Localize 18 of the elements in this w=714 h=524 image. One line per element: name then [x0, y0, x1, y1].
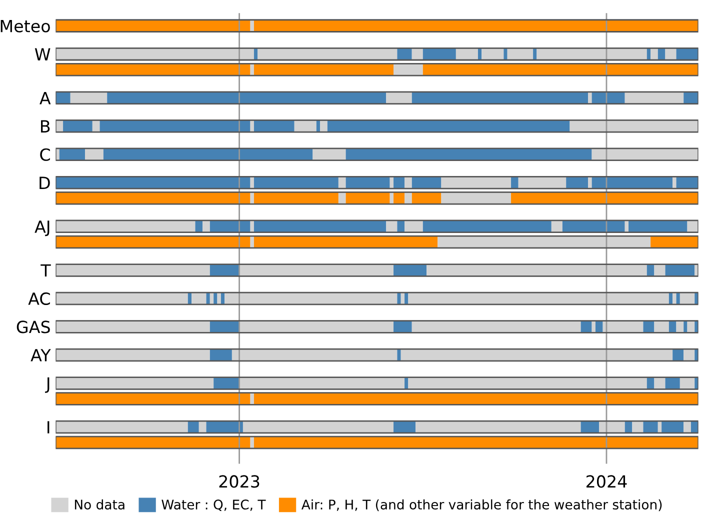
x-tick-label: 2023	[219, 475, 260, 488]
legend-label: Air: P, H, T (and other variable for the weather station)	[301, 499, 662, 512]
y-tick-label: W	[34, 48, 50, 60]
legend-label: No data	[74, 499, 124, 510]
y-tick-label: C	[40, 148, 50, 161]
y-tick-label: Meteo	[0, 20, 50, 32]
y-tick-label: D	[40, 176, 50, 189]
y-tick-label: T	[40, 264, 51, 277]
y-tick-label: AJ	[34, 220, 50, 236]
y-tick-label: GAS	[16, 320, 50, 334]
y-tick-label: A	[40, 92, 51, 104]
y-tick-label: AC	[28, 292, 50, 306]
y-tick-label: B	[41, 120, 50, 132]
y-tick-label: J	[45, 377, 50, 393]
y-tick-label: AY	[30, 349, 51, 362]
legend-label: Water : Q, EC, T	[162, 500, 266, 512]
x-tick-label: 2024	[586, 475, 627, 488]
y-tick-label: I	[48, 421, 50, 434]
